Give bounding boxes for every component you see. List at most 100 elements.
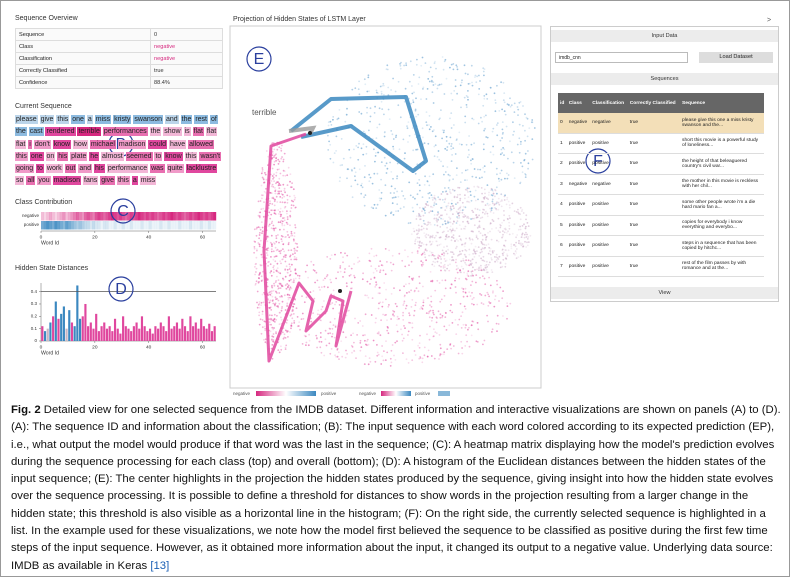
projection-dot [424,206,427,209]
sequence-row[interactable]: 2 positive positive true the height of that … [558,153,764,175]
projection-dot [430,235,433,238]
view-header[interactable]: View [551,287,778,299]
projection-dot [270,256,272,258]
projection-dot [273,148,276,151]
projection-dot [506,196,509,199]
projection-dot [498,110,501,112]
projection-dot [258,234,261,236]
projection-dot [258,314,260,317]
projection-dot [465,249,468,252]
projection-dot [281,285,284,288]
bar [73,326,76,341]
sequence-cell: positive [590,215,628,236]
projection-dot [279,311,281,314]
projection-dot [466,189,468,192]
heatmap-cell [70,221,74,230]
projection-dot [501,265,504,268]
projection-dot [434,144,437,147]
dataset-select[interactable]: imdb_cnn [555,52,688,63]
projection-dot [281,144,283,147]
sequence-row[interactable]: 0 negative negative true please give this on… [558,113,764,134]
projection-dot [385,313,387,316]
bar [116,328,119,341]
projection-dot [467,149,470,151]
projection-dot [449,191,451,193]
projection-dot [279,221,282,224]
trajectory-negative [262,132,353,363]
bar [165,331,168,341]
projection-dot [281,193,284,196]
projection-dot [449,228,452,231]
heatmap-cell [43,212,47,221]
heatmap-cell [183,212,187,221]
projection-dot [452,253,455,256]
projection-dot [499,266,502,269]
heatmap-cell [213,212,217,221]
projection-dot [364,294,367,297]
projection-dot [437,231,439,234]
projection-dot [428,175,431,178]
projection-dot [519,228,522,231]
projection-dot [422,208,425,211]
projection-dot [289,215,292,218]
projection-dot [490,194,493,196]
projection-dot [438,358,440,360]
projection-dot [395,210,397,213]
projection-dot [464,345,467,347]
sequence-cell: the height of that beleaguered country's… [680,153,764,175]
projection-dot [411,338,414,341]
sequence-row[interactable]: 1 positive positive true short this movie is… [558,133,764,154]
projection-dot [274,190,277,193]
projection-dot [501,128,504,131]
projection-dot [456,254,459,257]
projection-dot [320,308,323,311]
legend-label: negative [359,391,377,396]
projection-dot [518,123,521,126]
projection-dot [286,194,289,197]
sequence-row[interactable]: 3 negative negative true the mother in this … [558,174,764,195]
projection-dot [446,226,448,229]
projection-dot [270,234,273,237]
projection-dot [270,222,273,225]
projection-dot [433,214,436,216]
caption-ref[interactable]: [13] [150,559,170,572]
projection-dot [287,249,290,252]
sequence-row[interactable]: 6 positive positive true steps in a sequence… [558,235,764,257]
legend-swatch [438,391,450,396]
collapse-icon[interactable]: > [767,17,771,24]
projection-dot [332,289,335,292]
load-button[interactable]: Load Dataset [699,52,773,63]
projection-dot [404,327,406,329]
projection-dot [497,217,500,220]
input-data-header[interactable]: Input Data [551,30,778,42]
sequence-cell: positive [566,133,591,154]
projection-dot [371,182,374,185]
projection-dot [502,315,504,317]
projection-dot [264,341,267,344]
sequence-row[interactable]: 5 positive positive true copies for everybod… [558,215,764,236]
heatmap-cell [143,212,147,221]
projection-dot [467,83,470,85]
projection-dot [458,253,461,256]
projection-dot [388,304,390,306]
sequences-header[interactable]: Sequences [551,73,778,85]
projection-dot [440,298,443,301]
projection-dot [331,327,334,330]
projection-dot [291,308,294,311]
projection-dot [522,124,524,127]
projection-dot [334,303,336,306]
projection-dot [284,268,287,271]
projection-dot [469,238,472,241]
overview-value: 0 [150,28,223,41]
projection-dot [482,104,485,107]
heatmap-cell [124,221,128,230]
projection-dot [267,155,270,158]
projection-dot [289,224,291,227]
heatmap-cell [172,212,176,221]
projection-dot [336,348,339,351]
projection-dot [441,249,444,252]
projection-dot [449,188,451,191]
sequence-row[interactable]: 7 positive positive true rest of the film pa… [558,256,764,277]
sequence-row[interactable]: 4 positive positive true some other people w… [558,194,764,216]
projection-dot [368,357,371,359]
